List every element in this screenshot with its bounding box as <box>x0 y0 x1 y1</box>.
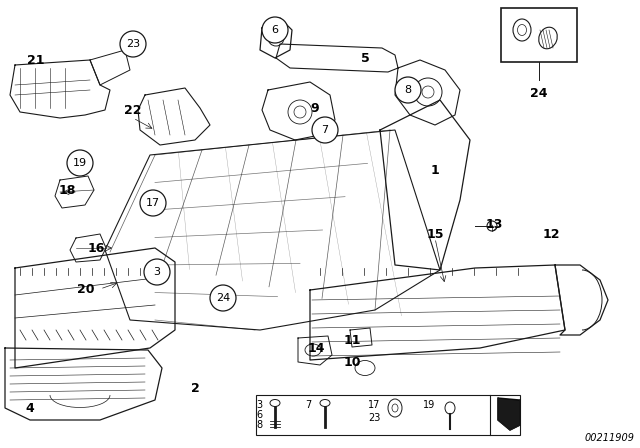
Text: 17: 17 <box>146 198 160 208</box>
Text: 4: 4 <box>26 401 35 414</box>
Text: 24: 24 <box>531 87 548 100</box>
Text: 10: 10 <box>343 356 361 369</box>
Text: 2: 2 <box>191 382 200 395</box>
Text: 6: 6 <box>271 25 278 35</box>
Circle shape <box>120 31 146 57</box>
Text: 11: 11 <box>343 333 361 346</box>
Text: 23: 23 <box>368 413 380 423</box>
Circle shape <box>210 285 236 311</box>
Text: 24: 24 <box>216 293 230 303</box>
Text: 23: 23 <box>126 39 140 49</box>
Text: 6: 6 <box>256 410 262 420</box>
Circle shape <box>262 17 288 43</box>
Text: 5: 5 <box>360 52 369 65</box>
Text: 18: 18 <box>58 184 76 197</box>
Circle shape <box>67 150 93 176</box>
Text: 7: 7 <box>305 400 311 410</box>
Text: 14: 14 <box>307 341 324 354</box>
Text: 19: 19 <box>73 158 87 168</box>
Text: 16: 16 <box>87 241 105 254</box>
Text: 9: 9 <box>310 102 319 115</box>
Bar <box>256 395 520 435</box>
Text: 7: 7 <box>321 125 328 135</box>
Text: 3: 3 <box>154 267 161 277</box>
Text: 12: 12 <box>542 228 560 241</box>
Text: 15: 15 <box>426 228 444 241</box>
Circle shape <box>487 221 497 231</box>
Text: 13: 13 <box>485 217 502 231</box>
Circle shape <box>395 77 421 103</box>
Text: 00211909: 00211909 <box>585 433 635 443</box>
Text: 22: 22 <box>124 103 141 116</box>
Circle shape <box>140 190 166 216</box>
Text: 3: 3 <box>256 400 262 410</box>
Text: 17: 17 <box>368 400 380 410</box>
Text: 1: 1 <box>431 164 440 177</box>
Text: 8: 8 <box>404 85 412 95</box>
Text: 8: 8 <box>256 420 262 430</box>
Circle shape <box>144 259 170 285</box>
Text: 21: 21 <box>28 53 45 66</box>
Bar <box>501 8 577 62</box>
Text: 19: 19 <box>423 400 435 410</box>
Polygon shape <box>498 398 520 430</box>
Circle shape <box>312 117 338 143</box>
Text: 20: 20 <box>77 283 95 296</box>
